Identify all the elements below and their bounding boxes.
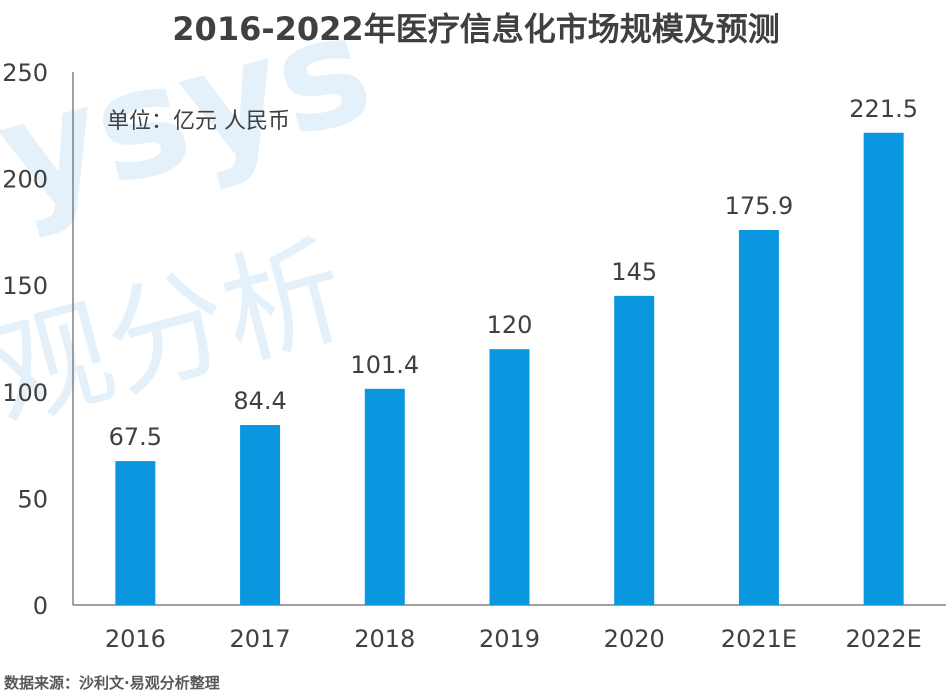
- bar-2019: [489, 349, 530, 605]
- x-tick-label-2022E: 2022E: [846, 625, 922, 653]
- bar-2020: [614, 295, 655, 605]
- data-label-2016: 67.5: [109, 423, 162, 451]
- data-labels: 67.5 84.4 101.4 120 145 175.9 221.5: [109, 95, 918, 451]
- unit-label: 单位：亿元 人民币: [107, 109, 290, 134]
- y-tick-labels: 0 50 100 150 200 250: [2, 59, 48, 620]
- data-label-2022E: 221.5: [849, 95, 918, 123]
- x-tick-label-2021E: 2021E: [721, 625, 797, 653]
- data-label-2019: 120: [487, 311, 533, 339]
- bar-2018: [364, 388, 405, 605]
- y-tick-label: 100: [2, 379, 48, 407]
- source-note: 数据来源：沙利文·易观分析整理: [4, 674, 220, 692]
- x-tick-labels: 2016 2017 2018 2019 2020 2021E 2022E: [105, 625, 922, 653]
- data-label-2021E: 175.9: [725, 192, 794, 220]
- x-tick-label-2020: 2020: [604, 625, 665, 653]
- bar-2017: [240, 425, 281, 605]
- y-tick-label: 150: [2, 272, 48, 300]
- chart-title: 2016-2022年医疗信息化市场规模及预测: [172, 10, 780, 48]
- bar-2021E: [738, 229, 779, 605]
- bar-2022E: [863, 132, 904, 605]
- x-tick-label-2018: 2018: [354, 625, 415, 653]
- bars: [115, 132, 904, 605]
- x-tick-label-2019: 2019: [479, 625, 540, 653]
- y-tick-label: 0: [33, 592, 48, 620]
- y-tick-label: 250: [2, 59, 48, 87]
- x-tick-label-2016: 2016: [105, 625, 166, 653]
- y-tick-label: 50: [17, 485, 48, 513]
- data-label-2018: 101.4: [350, 351, 419, 379]
- data-label-2020: 145: [611, 258, 657, 286]
- data-label-2017: 84.4: [233, 387, 286, 415]
- y-tick-label: 200: [2, 166, 48, 194]
- bar-2016: [115, 461, 156, 605]
- x-tick-label-2017: 2017: [230, 625, 291, 653]
